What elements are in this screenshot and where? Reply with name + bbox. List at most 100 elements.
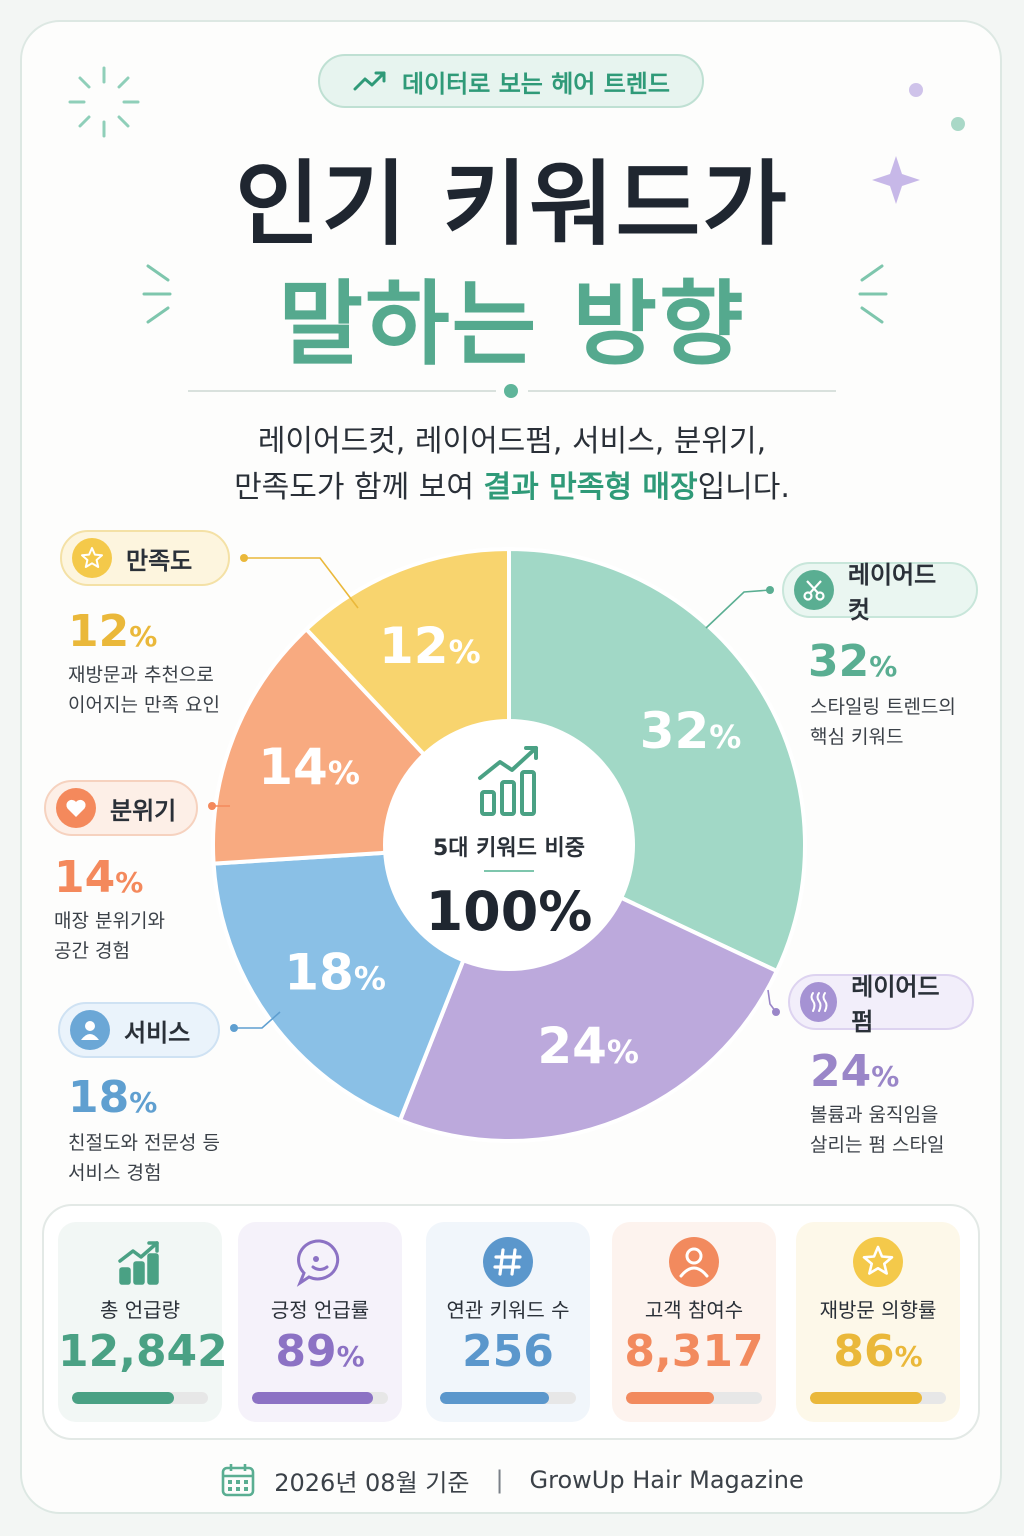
- stat-progress-bar: [810, 1392, 946, 1404]
- stat-progress-bar: [252, 1392, 388, 1404]
- footer-date: 2026년 08월 기준: [274, 1468, 470, 1497]
- connector-layered-cut-dot: [766, 586, 774, 594]
- sparkle-burst-icon: [68, 66, 140, 138]
- category-pill-layered-cut: 레이어드컷: [782, 561, 978, 624]
- footer: 2026년 08월 기준 | GrowUp Hair Magazine: [0, 1462, 1024, 1498]
- stat-progress-fill: [810, 1392, 922, 1404]
- stat-progress-fill: [72, 1392, 174, 1404]
- percent-sign: %: [115, 866, 144, 899]
- stat-label: 긍정 언급률: [270, 1298, 370, 1322]
- percent-value: 14: [54, 852, 116, 903]
- center-value: 100%: [425, 880, 593, 943]
- stat-card-related-keywords: 연관 키워드 수 256: [426, 1222, 590, 1422]
- hashtag-icon: [482, 1236, 534, 1288]
- center-divider: [484, 870, 534, 872]
- stat-label: 총 언급량: [100, 1298, 180, 1322]
- subtitle-text: 만족도가 함께 보여: [234, 470, 484, 505]
- stat-number: 12,842: [58, 1326, 228, 1377]
- heart-icon: [56, 788, 96, 828]
- percent-sign: %: [869, 650, 898, 683]
- desc-line1: 볼륨과 움직임을: [810, 1104, 939, 1126]
- stat-unit: %: [894, 1340, 923, 1373]
- growth-chart-icon: [478, 746, 538, 816]
- subtitle-line1: 레이어드컷, 레이어드펌, 서비스, 분위기,: [257, 424, 767, 459]
- connector-layered-perm-dot: [772, 1008, 780, 1016]
- stat-number: 256: [462, 1326, 554, 1377]
- stat-number: 89: [275, 1326, 337, 1377]
- trend-tag-label: 데이터로 보는 헤어 트렌드: [402, 69, 670, 98]
- category-pill-satisfaction: 만족도: [60, 530, 230, 586]
- star-icon: [852, 1236, 904, 1288]
- desc-line2: 공간 경험: [54, 940, 130, 962]
- connector-satisfaction: [244, 557, 359, 609]
- percent-value: 24: [810, 1046, 872, 1097]
- stat-unit: %: [336, 1340, 365, 1373]
- desc-line1: 스타일링 트렌드의: [810, 696, 956, 718]
- divider-right: [528, 390, 836, 392]
- page-title-line1: 인기 키워드가: [235, 151, 789, 258]
- desc-line1: 매장 분위기와: [54, 910, 165, 932]
- category-name: 만족도: [126, 546, 193, 575]
- connector-service-dot: [230, 1024, 238, 1032]
- chat-bubble-icon: [294, 1236, 346, 1288]
- desc-line2: 이어지는 만족 요인: [68, 694, 220, 716]
- slice-atmosphere-label: 14%: [258, 738, 360, 796]
- stat-value: 89%: [238, 1326, 402, 1377]
- stat-progress-bar: [440, 1392, 576, 1404]
- category-percent-satisfaction: 12%: [68, 606, 157, 657]
- stat-value: 8,317: [612, 1326, 776, 1377]
- connector-service: [234, 1011, 281, 1029]
- connector-layered-cut: [705, 589, 771, 629]
- stat-label: 연관 키워드 수: [446, 1298, 570, 1322]
- category-percent-service: 18%: [68, 1072, 157, 1123]
- stat-card-positive-rate: 긍정 언급률 89%: [238, 1222, 402, 1422]
- category-percent-layered-cut: 32%: [808, 636, 897, 687]
- stat-progress-fill: [440, 1392, 549, 1404]
- stat-card-mentions: 총 언급량 12,842: [58, 1222, 228, 1422]
- desc-line1: 재방문과 추천으로: [68, 664, 214, 686]
- donut-center: [383, 719, 635, 971]
- stat-progress-fill: [252, 1392, 374, 1404]
- stat-label: 고객 참여수: [644, 1298, 744, 1322]
- category-name: 레이어드펌: [851, 973, 940, 1036]
- category-percent-atmosphere: 14%: [54, 852, 143, 903]
- category-pill-layered-perm: 레이어드펌: [788, 973, 974, 1036]
- page-title-line2: 말하는 방향: [278, 271, 746, 378]
- stat-number: 8,317: [624, 1326, 764, 1377]
- divider-dot: [504, 384, 518, 398]
- percent-value: 18: [68, 1072, 130, 1123]
- footer-source: GrowUp Hair Magazine: [529, 1466, 804, 1494]
- category-name: 서비스: [124, 1018, 191, 1047]
- connector-satisfaction-dot: [240, 554, 248, 562]
- stat-number: 86: [833, 1326, 895, 1377]
- stat-value: 256: [426, 1326, 590, 1377]
- category-name: 분위기: [110, 796, 177, 825]
- trend-tag: 데이터로 보는 헤어 트렌드: [318, 54, 704, 108]
- stat-value: 86%: [796, 1326, 960, 1377]
- category-desc-service: 친절도와 전문성 등 서비스 경험: [68, 1128, 220, 1188]
- desc-line2: 핵심 키워드: [810, 726, 904, 748]
- emphasis-lines-left-icon: [142, 264, 172, 324]
- percent-sign: %: [129, 1086, 158, 1119]
- category-pill-service: 서비스: [58, 1002, 220, 1058]
- percent-value: 32: [808, 636, 870, 687]
- stat-value: 12,842: [58, 1326, 228, 1377]
- stat-progress-fill: [626, 1392, 715, 1404]
- person-icon: [70, 1010, 110, 1050]
- subtitle-accent: 결과 만족형 매장: [483, 470, 698, 505]
- wave-icon: [800, 982, 838, 1022]
- user-icon: [668, 1236, 720, 1288]
- stat-label: 재방문 의향률: [819, 1298, 937, 1322]
- star-icon: [72, 538, 112, 578]
- category-name: 레이어드컷: [847, 561, 937, 624]
- trend-up-icon: [353, 71, 386, 91]
- desc-line2: 살리는 펌 스타일: [810, 1134, 945, 1156]
- category-percent-layered-perm: 24%: [810, 1046, 899, 1097]
- slice-satisfaction-label: 12%: [379, 617, 481, 675]
- growth-chart-icon: [114, 1236, 166, 1288]
- calendar-icon: [221, 1464, 255, 1497]
